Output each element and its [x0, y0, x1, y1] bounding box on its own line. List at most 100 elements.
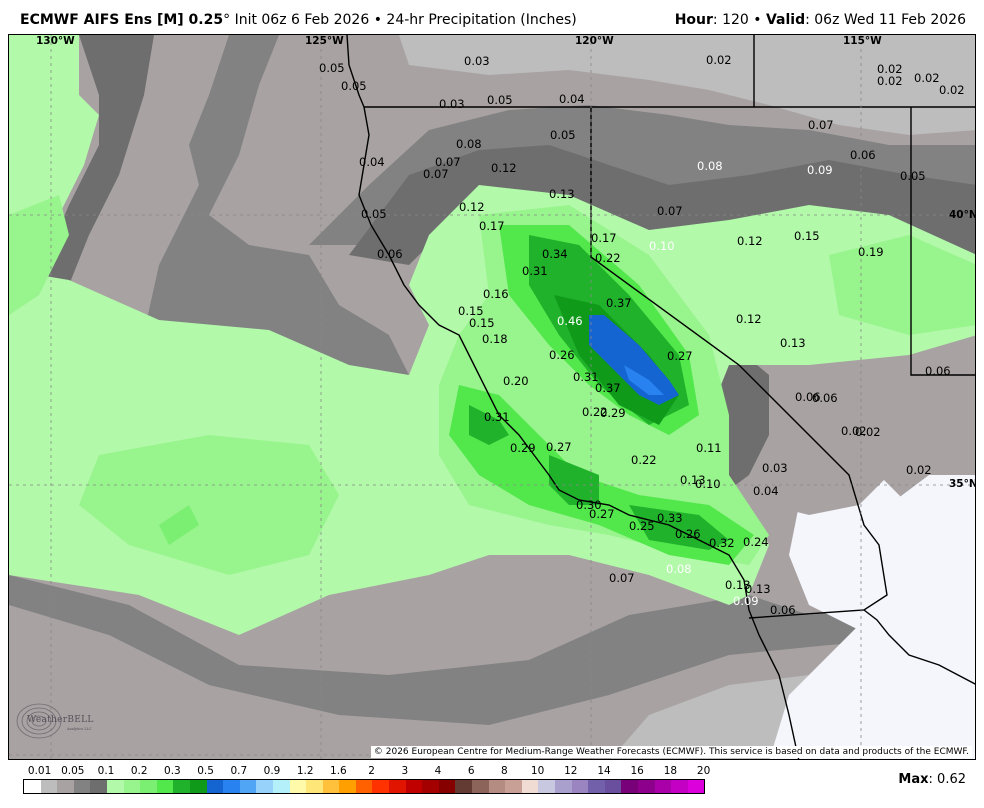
- precip-value-label: 0.26: [675, 527, 701, 541]
- precip-value-label: 0.15: [794, 229, 820, 243]
- precip-value-label: 0.04: [559, 92, 585, 106]
- precip-value-label: 0.05: [900, 169, 926, 183]
- colorbar-tick-label: 1.2: [296, 765, 314, 777]
- colorbar-tick-label: 18: [663, 765, 678, 777]
- colorbar-swatch: [488, 780, 506, 793]
- colorbar-swatch: [73, 780, 91, 793]
- precip-value-label: 0.08: [697, 159, 723, 173]
- precip-value-label: 0.37: [595, 381, 621, 395]
- precip-value-label: 0.12: [459, 200, 485, 214]
- lon-label-125w: 125°W: [305, 35, 344, 47]
- precip-value-label: 0.13: [725, 578, 751, 592]
- colorbar-tick-label: 0.05: [61, 765, 85, 777]
- precip-value-label: 0.02: [906, 463, 932, 477]
- colorbar-tick-label: 3: [401, 765, 409, 777]
- colorbar-swatch: [156, 780, 174, 793]
- precip-value-label: 0.15: [458, 304, 484, 318]
- precip-value-label: 0.22: [631, 453, 657, 467]
- lon-label-115w: 115°W: [843, 35, 882, 47]
- precip-value-label: 0.03: [439, 97, 465, 111]
- init-time: Init 06z 6 Feb 2026: [234, 12, 370, 28]
- precip-value-label: 0.03: [762, 461, 788, 475]
- precip-value-label: 0.27: [546, 440, 572, 454]
- colorbar-swatch: [604, 780, 622, 793]
- precip-value-label: 0.33: [657, 511, 683, 525]
- precip-value-label: 0.05: [341, 79, 367, 93]
- colorbar-swatch: [671, 780, 688, 793]
- colorbar-swatch: [57, 780, 74, 793]
- precipitation-map[interactable]: 130°W 125°W 120°W 115°W 40°N 35°N 0.05 0.…: [8, 34, 976, 760]
- precip-value-label: 0.17: [591, 231, 617, 245]
- colorbar-swatch: [140, 780, 157, 793]
- precip-value-label: 0.07: [423, 167, 449, 181]
- precip-value-label: 0.26: [549, 348, 575, 362]
- precip-value-label: 0.05: [550, 128, 576, 142]
- precip-value-label: 0.22: [582, 405, 608, 419]
- precip-value-label: 0.25: [629, 519, 655, 533]
- precip-value-label: 0.06: [795, 390, 821, 404]
- precip-value-label: 0.15: [469, 316, 495, 330]
- colorbar-swatch: [123, 780, 141, 793]
- precip-value-label: 0.05: [487, 93, 513, 107]
- precip-value-label: 0.18: [482, 332, 508, 346]
- colorbar-tick-label: 2: [368, 765, 375, 777]
- lon-label-130w: 130°W: [36, 35, 75, 47]
- precip-value-label: 0.24: [743, 535, 769, 549]
- colorbar-swatch: [106, 780, 124, 793]
- map-title: ECMWF AIFS Ens [M] 0.25° Init 06z 6 Feb …: [20, 12, 577, 28]
- time-separator: •: [753, 12, 762, 28]
- forecast-time: Hour: 120 • Valid: 06z Wed 11 Feb 2026: [675, 12, 966, 28]
- colorbar-tick-label: 8: [501, 765, 508, 777]
- precip-value-label: 0.03: [464, 54, 490, 68]
- precip-value-label: 0.08: [456, 137, 482, 151]
- colorbar-swatch: [505, 780, 522, 793]
- colorbar-tick-label: 4: [434, 765, 442, 777]
- precip-value-label: 0.29: [510, 441, 536, 455]
- precip-value-label: 0.13: [549, 187, 575, 201]
- copyright-notice: © 2026 European Centre for Medium-Range …: [370, 746, 972, 758]
- colorbar-tick-label: 14: [597, 765, 611, 777]
- colorbar-swatch: [322, 780, 340, 793]
- logo-swirl-icon: [16, 703, 62, 739]
- precip-value-label: 0.31: [522, 264, 548, 278]
- colorbar-swatch: [189, 780, 207, 793]
- precip-value-label: 0.10: [649, 239, 675, 253]
- weatherbell-logo: WeatherBELL Analytics LLC: [13, 699, 103, 743]
- logo-subtext: Analytics LLC: [67, 727, 92, 731]
- precip-value-label: 0.32: [709, 536, 735, 550]
- precip-value-label: 0.07: [609, 571, 635, 585]
- precip-value-label: 0.05: [319, 61, 345, 75]
- max-number: : 0.62: [928, 772, 966, 787]
- precip-value-label: 0.46: [557, 314, 583, 328]
- colorbar-swatch: [239, 780, 257, 793]
- colorbar-tick-label: 0.3: [164, 765, 181, 777]
- precip-value-label: 0.30: [576, 498, 602, 512]
- precip-value-label: 0.09: [733, 594, 759, 608]
- precip-value-label: 0.37: [606, 296, 632, 310]
- precip-value-label: 0.02: [855, 425, 881, 439]
- colorbar-swatch: [40, 780, 58, 793]
- colorbar-swatch: [173, 780, 190, 793]
- max-value: Max: 0.62: [898, 772, 966, 787]
- title-separator: •: [373, 12, 382, 28]
- colorbar-swatch: [339, 780, 356, 793]
- colorbar-tick-label: 10: [530, 765, 545, 777]
- colorbar-swatch: [455, 780, 473, 793]
- precip-value-label: 0.16: [483, 287, 509, 301]
- precip-value-label: 0.04: [753, 484, 779, 498]
- precip-value-label: 0.09: [807, 163, 833, 177]
- colorbar-swatch: [472, 780, 489, 793]
- colorbar-swatch: [422, 780, 439, 793]
- logo-text: WeatherBELL: [27, 715, 94, 725]
- colorbar: [23, 779, 706, 794]
- colorbar-tick-label: 16: [630, 765, 644, 777]
- precip-contours: [9, 35, 975, 759]
- colorbar-swatch: [555, 780, 572, 793]
- precip-value-label: 0.05: [361, 207, 387, 221]
- precip-value-label: 0.02: [877, 74, 903, 88]
- valid-label: Valid: [765, 12, 806, 28]
- precip-value-label: 0.13: [745, 582, 771, 596]
- precip-value-label: 0.12: [491, 161, 517, 175]
- precip-value-label: 0.10: [695, 477, 721, 491]
- colorbar-tick-label: 0.1: [97, 765, 115, 777]
